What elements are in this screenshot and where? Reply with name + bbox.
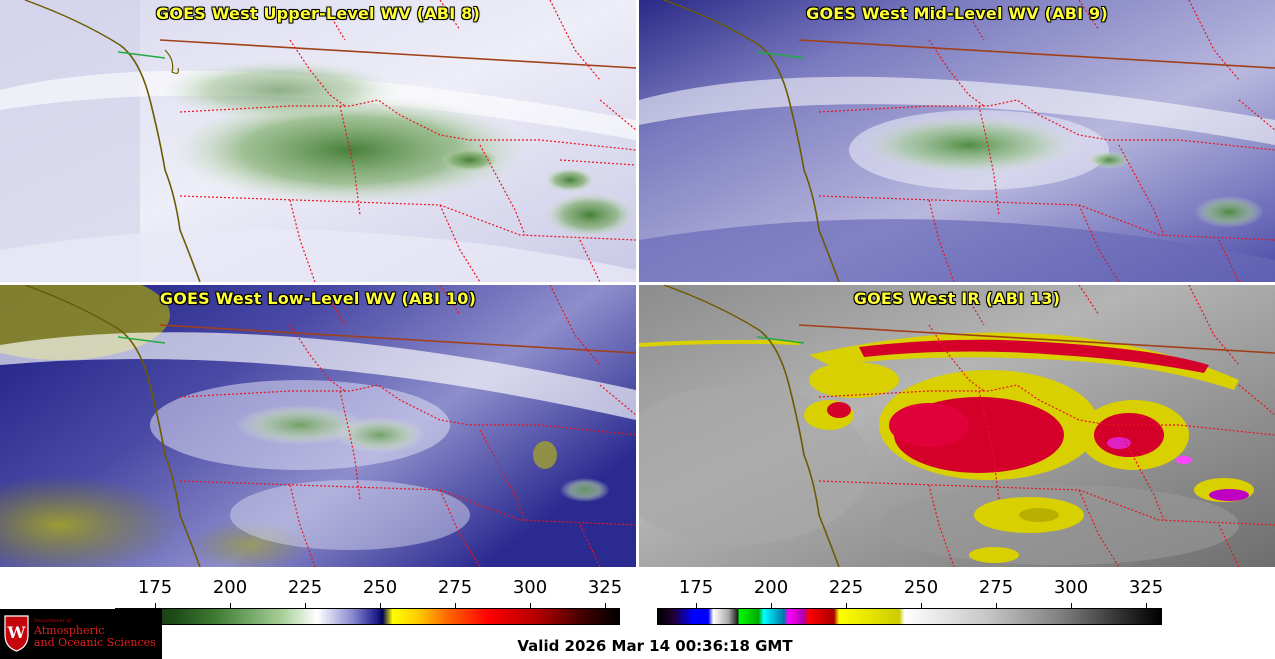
ir-tick-mark bbox=[846, 603, 847, 609]
wv-tick-mark bbox=[230, 603, 231, 609]
ir-tick-label: 225 bbox=[828, 577, 864, 598]
panel-mid-level-wv: GOES West Mid-Level WV (ABI 9) bbox=[639, 0, 1275, 282]
wv-tick-mark bbox=[605, 603, 606, 609]
low-level-wv-map bbox=[0, 285, 636, 567]
wv-tick-label: 200 bbox=[212, 577, 248, 598]
wv-tick-mark bbox=[380, 603, 381, 609]
panel-title: GOES West Mid-Level WV (ABI 9) bbox=[806, 4, 1108, 23]
ir-tick-mark bbox=[996, 603, 997, 609]
ir-map bbox=[639, 285, 1275, 567]
ir-tick-mark bbox=[1071, 603, 1072, 609]
ir-tick-mark bbox=[921, 603, 922, 609]
crest-icon: W bbox=[4, 615, 29, 652]
ir-tick-label: 275 bbox=[978, 577, 1014, 598]
ir-colorbar bbox=[657, 608, 1162, 625]
wv-tick-label: 325 bbox=[587, 577, 623, 598]
ir-tick-label: 200 bbox=[753, 577, 789, 598]
logo-line2: and Oceanic Sciences bbox=[34, 636, 156, 649]
wv-tick-mark bbox=[305, 603, 306, 609]
ir-tick-label: 250 bbox=[903, 577, 939, 598]
panel-low-level-wv: GOES West Low-Level WV (ABI 10) bbox=[0, 285, 636, 567]
wv-tick-label: 175 bbox=[137, 577, 173, 598]
ir-tick-mark bbox=[1146, 603, 1147, 609]
aos-logo: W Department of Atmospheric and Oceanic … bbox=[0, 609, 162, 659]
panel-ir: GOES West IR (ABI 13) bbox=[639, 285, 1275, 567]
panel-title: GOES West IR (ABI 13) bbox=[853, 289, 1061, 308]
ir-tick-mark bbox=[696, 603, 697, 609]
wv-tick-label: 275 bbox=[437, 577, 473, 598]
panel-upper-level-wv: GOES West Upper-Level WV (ABI 8) bbox=[0, 0, 636, 282]
wv-tick-mark bbox=[455, 603, 456, 609]
ir-tick-label: 175 bbox=[678, 577, 714, 598]
ir-tick-label: 300 bbox=[1053, 577, 1089, 598]
wv-colorbar bbox=[115, 608, 620, 625]
mid-level-wv-map bbox=[639, 0, 1275, 282]
valid-timestamp: Valid 2026 Mar 14 00:36:18 GMT bbox=[517, 637, 793, 655]
ir-tick-mark bbox=[771, 603, 772, 609]
wv-tick-label: 300 bbox=[512, 577, 548, 598]
upper-level-wv-map bbox=[0, 0, 636, 282]
ir-tick-label: 325 bbox=[1128, 577, 1164, 598]
panel-title: GOES West Low-Level WV (ABI 10) bbox=[159, 289, 477, 308]
wv-tick-mark bbox=[530, 603, 531, 609]
wv-tick-label: 225 bbox=[287, 577, 323, 598]
wv-tick-label: 250 bbox=[362, 577, 398, 598]
wv-tick-mark bbox=[155, 603, 156, 609]
panel-divider-horizontal bbox=[0, 282, 1275, 285]
panel-title: GOES West Upper-Level WV (ABI 8) bbox=[156, 4, 480, 23]
logo-department: Department of bbox=[34, 618, 71, 624]
logo-line1: Atmospheric bbox=[34, 624, 105, 637]
crest-letter: W bbox=[7, 623, 27, 642]
